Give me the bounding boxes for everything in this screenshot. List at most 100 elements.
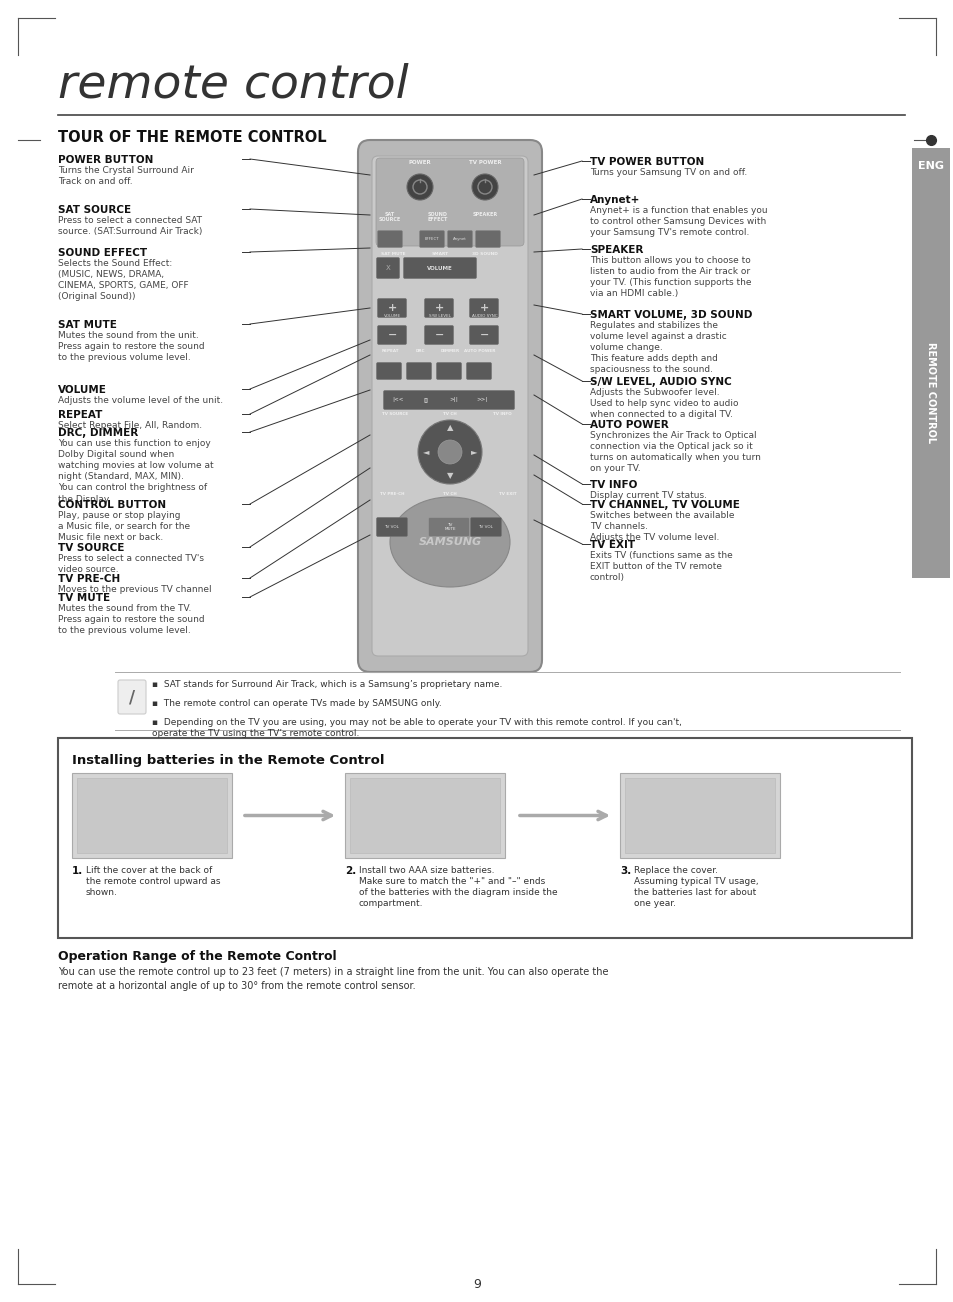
FancyBboxPatch shape [376, 517, 407, 536]
FancyBboxPatch shape [377, 298, 406, 318]
Text: ▪  The remote control can operate TVs made by SAMSUNG only.: ▪ The remote control can operate TVs mad… [152, 699, 441, 708]
Text: Press to select a connected SAT
source. (SAT:Surround Air Track): Press to select a connected SAT source. … [58, 216, 202, 236]
FancyBboxPatch shape [436, 362, 461, 379]
Circle shape [417, 421, 481, 484]
Text: ◄: ◄ [422, 448, 429, 457]
Text: −: − [479, 329, 489, 340]
Bar [58, 738, 911, 937]
FancyBboxPatch shape [377, 326, 406, 345]
Text: TV CH: TV CH [442, 411, 456, 417]
Text: |<<: |<< [392, 397, 403, 402]
Text: 3.: 3. [619, 866, 631, 876]
Text: Mutes the sound from the TV.
Press again to restore the sound
to the previous vo: Mutes the sound from the TV. Press again… [58, 604, 204, 635]
Text: Selects the Sound Effect:
(MUSIC, NEWS, DRAMA,
CINEMA, SPORTS, GAME, OFF
(Origin: Selects the Sound Effect: (MUSIC, NEWS, … [58, 259, 189, 301]
FancyBboxPatch shape [419, 230, 444, 247]
Circle shape [472, 174, 497, 201]
Text: Installing batteries in the Remote Control: Installing batteries in the Remote Contr… [71, 754, 384, 767]
Text: ►: ► [470, 448, 476, 457]
Text: S/W LEVEL, AUDIO SYNC: S/W LEVEL, AUDIO SYNC [589, 378, 731, 387]
FancyBboxPatch shape [377, 230, 402, 247]
FancyBboxPatch shape [383, 391, 514, 410]
Text: This button allows you to choose to
listen to audio from the Air track or
your T: This button allows you to choose to list… [589, 256, 751, 298]
Text: TV VOL: TV VOL [478, 525, 493, 529]
Text: TV SOURCE: TV SOURCE [381, 411, 408, 417]
Text: Anynet+: Anynet+ [589, 195, 639, 204]
FancyBboxPatch shape [376, 258, 399, 279]
Text: VOLUME: VOLUME [384, 314, 401, 318]
Text: VOLUME: VOLUME [58, 385, 107, 395]
Text: 1.: 1. [71, 866, 83, 876]
Text: Anynet+ is a function that enables you
to control other Samsung Devices with
you: Anynet+ is a function that enables you t… [589, 206, 767, 237]
Text: S/W LEVEL: S/W LEVEL [429, 314, 451, 318]
Bar [911, 148, 949, 578]
Text: SOUND EFFECT: SOUND EFFECT [58, 247, 147, 258]
Text: TV POWER BUTTON: TV POWER BUTTON [589, 158, 703, 167]
Text: >>|: >>| [476, 397, 487, 402]
Text: 2.: 2. [345, 866, 355, 876]
Text: REMOTE CONTROL: REMOTE CONTROL [925, 342, 935, 444]
Text: SMART VOLUME, 3D SOUND: SMART VOLUME, 3D SOUND [589, 310, 752, 320]
Text: ▲: ▲ [446, 423, 453, 432]
Text: ENG: ENG [917, 161, 943, 171]
Text: TV MUTE: TV MUTE [58, 592, 110, 603]
Text: Regulates and stabilizes the
volume level against a drastic
volume change.
This : Regulates and stabilizes the volume leve… [589, 322, 726, 375]
Text: +: + [388, 303, 397, 312]
Bar [345, 773, 504, 858]
Text: POWER BUTTON: POWER BUTTON [58, 155, 153, 165]
Text: Select Repeat File, All, Random.: Select Repeat File, All, Random. [58, 421, 202, 430]
Text: TV CHANNEL, TV VOLUME: TV CHANNEL, TV VOLUME [589, 500, 740, 510]
Text: /: / [129, 687, 135, 706]
Text: +: + [480, 303, 489, 312]
Text: Moves to the previous TV channel: Moves to the previous TV channel [58, 585, 212, 594]
Text: EFFECT: EFFECT [424, 237, 438, 241]
FancyBboxPatch shape [406, 362, 431, 379]
Text: ▼: ▼ [446, 471, 453, 480]
Text: Turns your Samsung TV on and off.: Turns your Samsung TV on and off. [589, 168, 746, 177]
FancyBboxPatch shape [470, 517, 501, 536]
Circle shape [437, 440, 461, 464]
Text: TV VOL: TV VOL [384, 525, 399, 529]
FancyBboxPatch shape [357, 141, 541, 672]
Text: Operation Range of the Remote Control: Operation Range of the Remote Control [58, 950, 336, 963]
Text: ▪  SAT stands for Surround Air Track, which is a Samsung’s proprietary name.: ▪ SAT stands for Surround Air Track, whi… [152, 680, 502, 689]
Text: Display current TV status.: Display current TV status. [589, 491, 706, 500]
Text: SAT SOURCE: SAT SOURCE [58, 204, 131, 215]
Text: Lift the cover at the back of
the remote control upward as
shown.: Lift the cover at the back of the remote… [86, 866, 220, 897]
Text: SMART: SMART [431, 253, 448, 256]
FancyBboxPatch shape [447, 230, 472, 247]
Text: DRC: DRC [415, 349, 424, 353]
Ellipse shape [390, 497, 510, 587]
Text: AUTO POWER: AUTO POWER [464, 349, 496, 353]
Text: SOUND
EFFECT: SOUND EFFECT [427, 212, 448, 223]
Text: remote control: remote control [58, 62, 408, 108]
Text: Install two AAA size batteries.
Make sure to match the "+" and "–" ends
of the b: Install two AAA size batteries. Make sur… [358, 866, 558, 909]
Text: −: − [388, 329, 397, 340]
Text: SAT
SOURCE: SAT SOURCE [378, 212, 400, 223]
Text: TV PRE-CH: TV PRE-CH [379, 492, 404, 496]
Text: 9: 9 [473, 1279, 480, 1292]
FancyBboxPatch shape [403, 258, 476, 279]
Bar [624, 779, 774, 853]
Text: REPEAT: REPEAT [381, 349, 398, 353]
Text: >||: >|| [449, 397, 458, 402]
Text: Adjusts the volume level of the unit.: Adjusts the volume level of the unit. [58, 396, 223, 405]
Text: TV CH: TV CH [442, 492, 456, 496]
FancyBboxPatch shape [475, 230, 500, 247]
Text: []: [] [423, 397, 428, 402]
FancyBboxPatch shape [376, 362, 401, 379]
Text: TV INFO: TV INFO [589, 480, 637, 490]
FancyBboxPatch shape [118, 680, 146, 713]
Text: AUTO POWER: AUTO POWER [589, 421, 668, 430]
Circle shape [407, 174, 433, 201]
Text: Mutes the sound from the unit.
Press again to restore the sound
to the previous : Mutes the sound from the unit. Press aga… [58, 331, 204, 362]
Text: TV INFO: TV INFO [492, 411, 511, 417]
FancyBboxPatch shape [428, 517, 469, 536]
Bar [77, 779, 227, 853]
Bar [350, 779, 499, 853]
FancyBboxPatch shape [375, 158, 523, 246]
FancyBboxPatch shape [469, 326, 498, 345]
Text: +: + [435, 303, 444, 312]
Text: VOLUME: VOLUME [427, 266, 453, 271]
Text: POWER: POWER [408, 160, 431, 165]
Text: Exits TV (functions same as the
EXIT button of the TV remote
control): Exits TV (functions same as the EXIT but… [589, 551, 732, 582]
